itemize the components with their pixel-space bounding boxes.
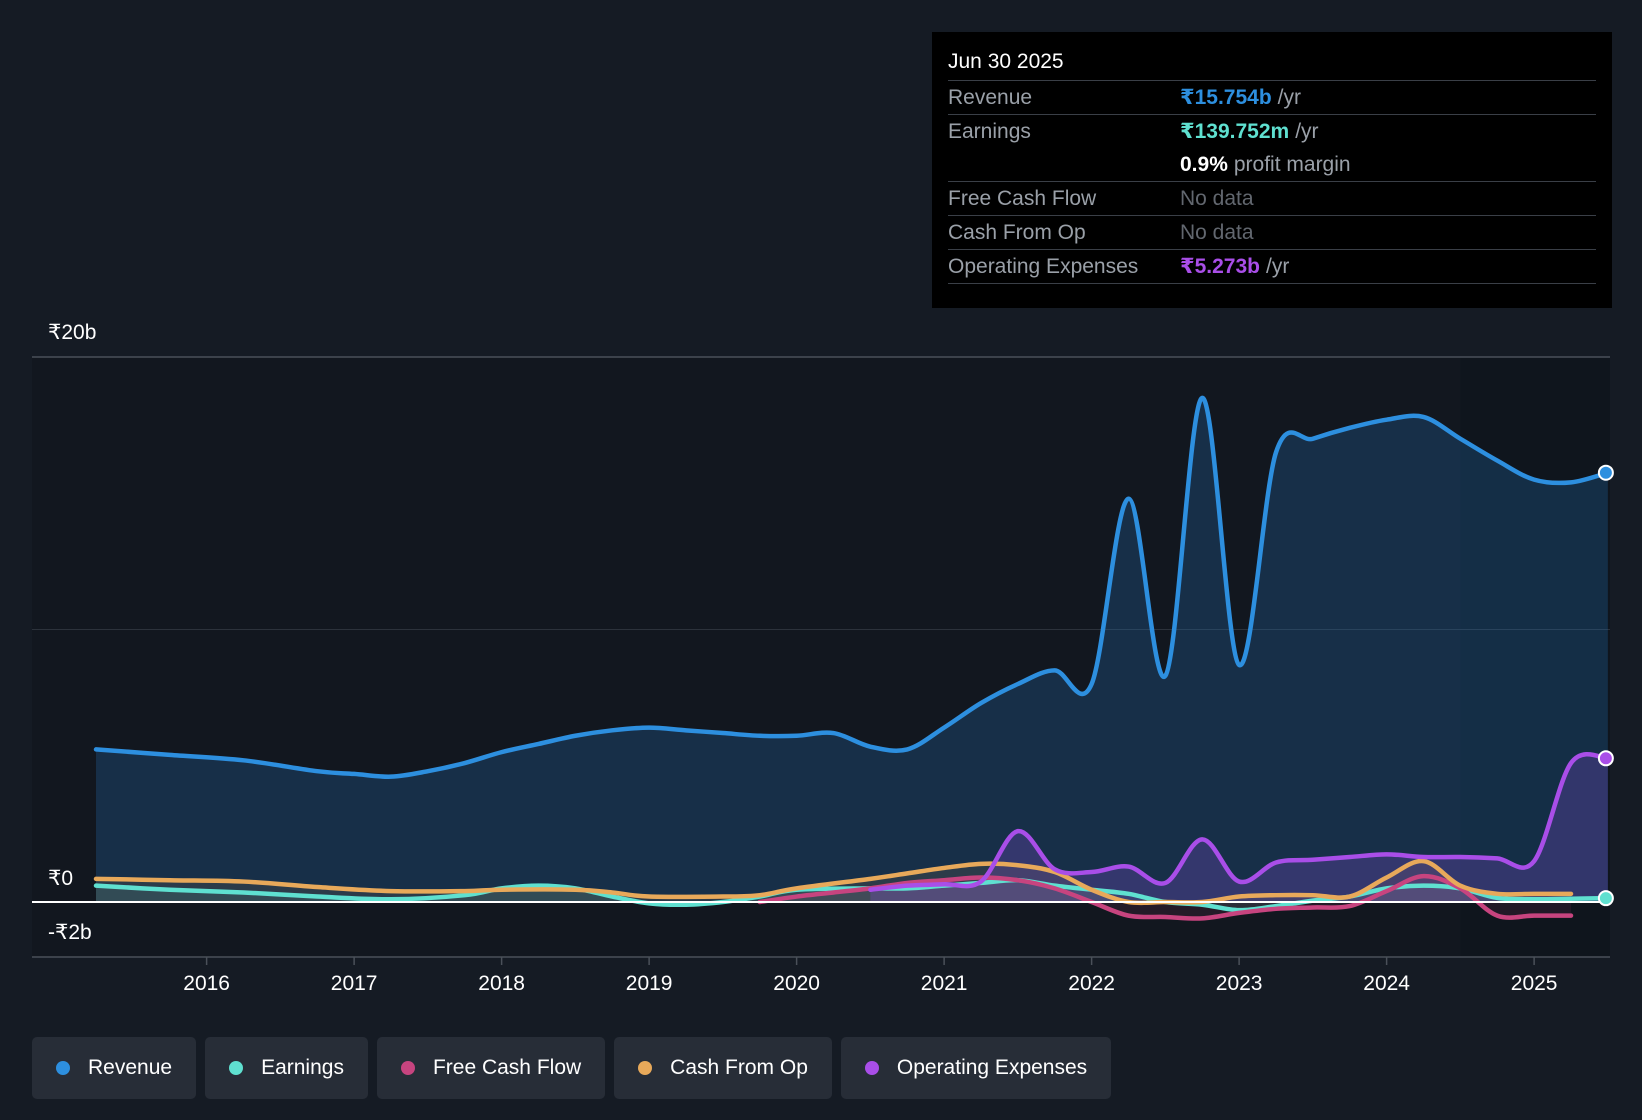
y-tick-label-zero: ₹0 (48, 867, 74, 890)
series-line-revenue (93, 395, 1611, 779)
tooltip-value: No data (1180, 221, 1254, 244)
legend-label: Cash From Op (670, 1056, 808, 1079)
tooltip-value: No data (1180, 187, 1254, 210)
tooltip-row-free-cash-flow: Free Cash Flow No data (948, 182, 1596, 216)
legend-dot-icon (229, 1061, 244, 1075)
tooltip-label (948, 148, 1180, 181)
tooltip-unit: profit margin (1233, 153, 1351, 176)
tooltip-unit: /yr (1277, 86, 1301, 109)
x-tick-label: 2016 (183, 972, 230, 995)
legend-item-cash-from-op[interactable]: Cash From Op (614, 1037, 832, 1099)
tooltip-row-revenue: Revenue ₹15.754b/yr (948, 81, 1596, 115)
chart-legend: Revenue Earnings Free Cash Flow Cash Fro… (32, 1037, 1120, 1099)
endpoint-marker-revenue (1597, 464, 1614, 481)
series-line-cash-from-op (93, 858, 1574, 906)
gridlines (32, 356, 1610, 957)
series-area-operating-expenses (870, 754, 1608, 902)
legend-item-operating-expenses[interactable]: Operating Expenses (840, 1037, 1112, 1099)
tooltip-label: Cash From Op (948, 221, 1086, 244)
endpoint-marker-earnings (1597, 890, 1614, 907)
x-tick-label: 2021 (921, 972, 968, 995)
tooltip-unit: /yr (1295, 120, 1319, 143)
legend-label: Free Cash Flow (432, 1056, 582, 1079)
legend-dot-icon (56, 1061, 70, 1075)
x-tick-label: 2022 (1068, 972, 1115, 995)
tooltip-unit: /yr (1266, 255, 1290, 278)
tooltip-row-cash-from-op: Cash From Op No data (948, 216, 1596, 250)
x-tick-label: 2019 (626, 972, 673, 995)
tooltip-value: ₹139.752m (1180, 120, 1290, 143)
tooltip-label: Revenue (948, 86, 1033, 109)
y-tick-label-top: ₹20b (48, 321, 97, 344)
tooltip-row-profit-margin: 0.9% profit margin (948, 148, 1596, 182)
x-tick-label: 2018 (478, 972, 525, 995)
plot-background (32, 357, 1461, 957)
endpoint-marker-operating-expenses (1597, 750, 1614, 767)
legend-label: Earnings (261, 1056, 344, 1079)
legend-dot-icon (864, 1061, 879, 1075)
legend-item-earnings[interactable]: Earnings (205, 1037, 368, 1099)
legend-label: Operating Expenses (896, 1056, 1088, 1079)
legend-item-free-cash-flow[interactable]: Free Cash Flow (376, 1037, 606, 1099)
tooltip-date: Jun 30 2025 (948, 46, 1596, 81)
legend-item-revenue[interactable]: Revenue (32, 1037, 197, 1099)
tooltip-value: 0.9% (1180, 153, 1228, 176)
series-line-operating-expenses (868, 751, 1611, 892)
tooltip-label: Free Cash Flow (948, 187, 1097, 210)
tooltip-value: ₹5.273b (1180, 255, 1260, 278)
y-tick-label-bottom: -₹2b (48, 921, 92, 944)
series-area-revenue (96, 397, 1608, 902)
x-tick-label: 2020 (773, 972, 820, 995)
x-tick-label: 2025 (1511, 972, 1558, 995)
tooltip-row-earnings: Earnings ₹139.752m/yr (948, 115, 1596, 148)
tooltip-label: Operating Expenses (948, 255, 1139, 278)
x-tick-label: 2024 (1363, 972, 1410, 995)
legend-dot-icon (638, 1061, 653, 1075)
x-tick-label: 2023 (1216, 972, 1263, 995)
x-tick-label: 2017 (331, 972, 378, 995)
data-tooltip: Jun 30 2025 Revenue ₹15.754b/yr Earnings… (932, 32, 1612, 308)
legend-label: Revenue (88, 1056, 173, 1079)
legend-dot-icon (400, 1061, 415, 1075)
tooltip-value: ₹15.754b (1180, 86, 1272, 109)
tooltip-label: Earnings (948, 120, 1031, 143)
series-line-free-cash-flow (757, 873, 1574, 921)
tooltip-row-operating-expenses: Operating Expenses ₹5.273b/yr (948, 250, 1596, 284)
series-endpoints (1597, 464, 1614, 907)
x-axis-ticks: 2016 2017 2018 2019 2020 2021 2022 2023 2024 2025 (183, 957, 1557, 995)
series-lines (93, 395, 1611, 921)
